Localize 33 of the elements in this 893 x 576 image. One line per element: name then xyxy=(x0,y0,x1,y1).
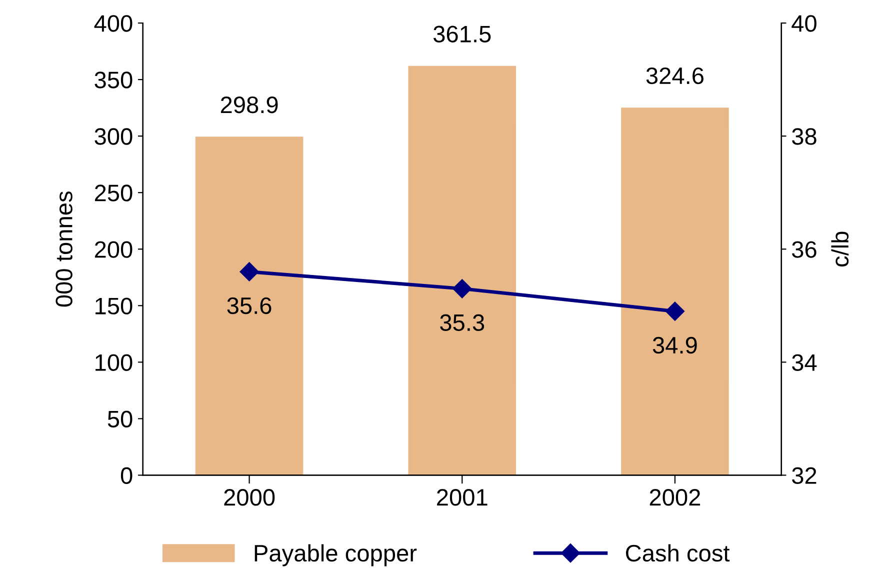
y2-tick-label: 38 xyxy=(792,128,816,145)
y-tick-label: 250 xyxy=(94,184,132,202)
x-tick-label: 2000 xyxy=(224,489,275,506)
y2-axis-title: c/lb xyxy=(831,232,849,266)
y-axis-title: 000 tonnes xyxy=(56,192,72,307)
bar xyxy=(408,66,516,476)
y-tick-label: 0 xyxy=(120,467,132,484)
data-label: 35.6 xyxy=(227,297,272,314)
point xyxy=(452,279,472,298)
data-label: 324.6 xyxy=(646,67,704,84)
x-tick-label: 2002 xyxy=(650,489,700,506)
y-tick-label: 150 xyxy=(96,298,132,314)
legend-label: Cash cost xyxy=(626,544,730,562)
data-label: 34.9 xyxy=(652,336,697,354)
y-tick-label: 100 xyxy=(96,354,132,371)
data-label: 35.3 xyxy=(440,314,484,332)
y2-tick-label: 34 xyxy=(792,354,817,371)
data-label: 361.5 xyxy=(433,26,491,42)
point xyxy=(665,302,684,321)
y-tick-label: 300 xyxy=(94,128,132,145)
x-tick-label: 2001 xyxy=(437,489,488,506)
data-label: 298.9 xyxy=(220,96,278,114)
legend-label: Payable copper xyxy=(254,544,417,566)
y2-tick-label: 36 xyxy=(792,241,816,258)
bar xyxy=(195,136,304,476)
y2-tick-label: 40 xyxy=(792,15,816,32)
y-tick-label: 200 xyxy=(94,241,132,258)
point xyxy=(240,262,259,282)
y-tick-label: 350 xyxy=(94,72,132,88)
y2-tick-label: 32 xyxy=(792,467,816,484)
bar xyxy=(621,108,729,476)
y-tick-label: 50 xyxy=(108,410,132,428)
y-tick-label: 400 xyxy=(94,15,132,32)
